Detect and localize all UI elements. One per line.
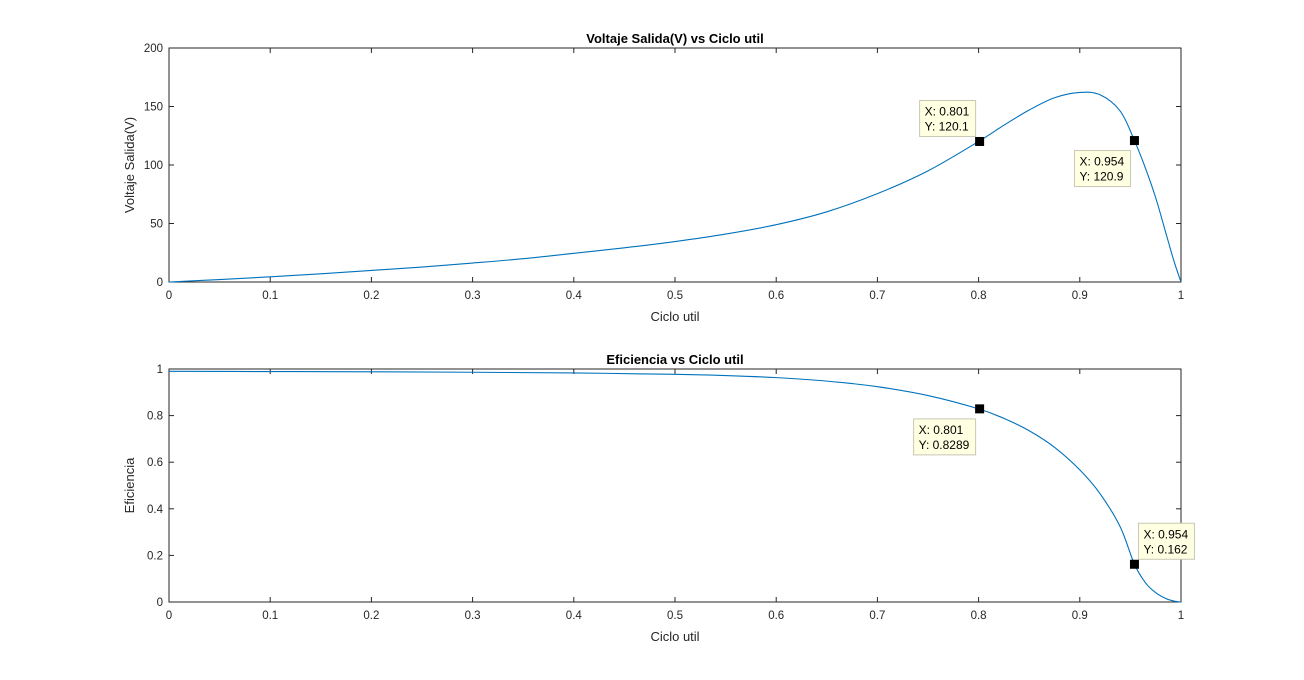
x-tick-label: 1 [1178,290,1184,302]
datatip-x-label: X: 0.954 [1079,155,1124,169]
y-tick-label: 0.8 [147,411,163,423]
y-tick-label: 200 [144,43,163,55]
x-tick-label: 0 [166,290,172,302]
y-tick-label: 0.4 [147,504,164,516]
datatip-marker [975,404,985,414]
x-tick-label: 0.1 [262,290,278,302]
datatip-marker [1129,136,1139,146]
x-tick-label: 0.2 [363,610,379,622]
axes-2: 0 0.1 0.2 0.3 0.4 0.5 0.6 0.7 0.8 0.9 1 0 0.2 0.4 0.6 0… [122,352,1195,644]
y-tick-label: 0.6 [147,457,163,469]
x-tick-label: 0.4 [566,610,583,622]
x-tick-label: 0.9 [1072,610,1088,622]
datatip-y-label: Y: 120.1 [925,119,969,133]
x-tick-label: 1 [1178,610,1184,622]
chart-title: Eficiencia vs Ciclo util [606,352,743,367]
x-tick-label: 0.5 [667,290,683,302]
x-axis-label: Ciclo util [650,629,699,644]
plot-area [168,368,1182,603]
datatip-y-label: Y: 120.9 [1079,170,1123,184]
datatip-box [1073,150,1131,188]
x-tick-label: 0.8 [971,290,987,302]
plot-area [168,47,1182,283]
x-tick-label: 0.2 [363,290,379,302]
series-line [168,91,1182,283]
x-axis-label: Ciclo util [650,309,699,324]
y-tick-label: 150 [144,102,163,114]
x-tick-label: 0 [166,610,172,622]
y-tick-label: 50 [150,219,163,231]
datatip-x-label: X: 0.954 [1143,527,1188,541]
datatip-y-label: Y: 0.8289 [919,438,970,452]
datatip-x-label: X: 0.801 [925,104,970,118]
x-tick-label: 0.7 [869,290,885,302]
datatip-box [1137,522,1195,560]
datatip-box [919,99,977,137]
datatip-marker [1129,559,1139,569]
series-line [168,370,1182,603]
x-tick-label: 0.8 [971,610,987,622]
y-axis-label: Eficiencia [122,457,137,513]
axes-1: 0 0.1 0.2 0.3 0.4 0.5 0.6 0.7 0.8 0.9 1 0 50 100 150 20… [122,31,1184,324]
datatip-y-label: Y: 0.162 [1143,542,1187,556]
x-tick-label: 0.6 [768,610,784,622]
x-tick-label: 0.3 [465,610,481,622]
chart-title: Voltaje Salida(V) vs Ciclo util [586,31,763,46]
y-tick-label: 0 [157,277,163,289]
y-tick-label: 0.2 [147,550,163,562]
x-tick-label: 0.3 [465,290,481,302]
y-tick-label: 1 [157,364,163,376]
x-tick-label: 0.7 [869,610,885,622]
x-tick-label: 0.5 [667,610,683,622]
x-tick-label: 0.1 [262,610,278,622]
x-tick-label: 0.6 [768,290,784,302]
x-tick-label: 0.9 [1072,290,1088,302]
y-axis-label: Voltaje Salida(V) [122,117,137,213]
datatip-box [913,418,977,456]
datatip-x-label: X: 0.801 [919,423,964,437]
x-tick-label: 0.4 [566,290,583,302]
y-tick-label: 100 [144,160,163,172]
datatip-marker [975,136,985,146]
y-tick-label: 0 [157,597,163,609]
